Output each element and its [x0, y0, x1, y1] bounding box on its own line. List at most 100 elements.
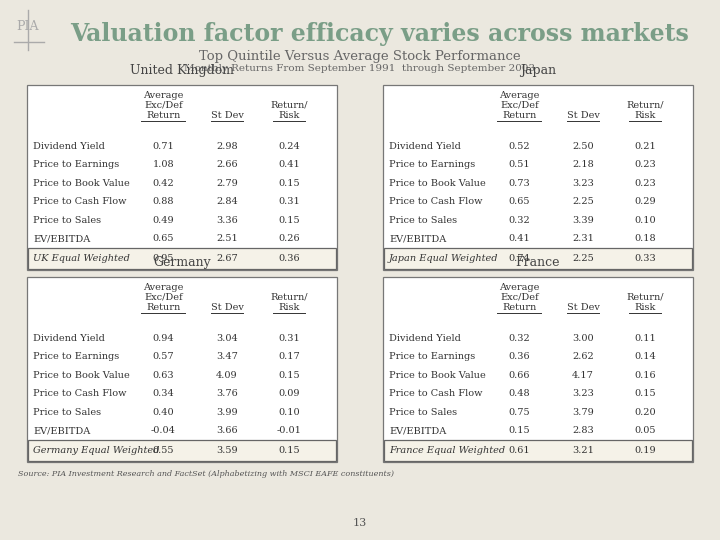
- Text: St Dev: St Dev: [567, 303, 599, 312]
- Text: Average: Average: [143, 283, 184, 292]
- Text: 0.15: 0.15: [634, 389, 656, 399]
- Text: EV/EBITDA: EV/EBITDA: [389, 426, 446, 435]
- Text: Price to Book Value: Price to Book Value: [33, 179, 130, 188]
- Text: Price to Earnings: Price to Earnings: [389, 352, 475, 361]
- Text: 3.23: 3.23: [572, 389, 594, 399]
- Text: UK Equal Weighted: UK Equal Weighted: [33, 254, 130, 263]
- Text: 0.66: 0.66: [508, 371, 530, 380]
- Text: EV/EBITDA: EV/EBITDA: [389, 234, 446, 243]
- Text: 0.16: 0.16: [634, 371, 656, 380]
- Text: 0.24: 0.24: [278, 141, 300, 151]
- Text: 0.33: 0.33: [634, 254, 656, 263]
- Text: 0.18: 0.18: [634, 234, 656, 243]
- Text: 0.15: 0.15: [278, 179, 300, 188]
- Text: 0.31: 0.31: [278, 334, 300, 343]
- Text: 0.74: 0.74: [508, 254, 530, 263]
- Text: 0.15: 0.15: [278, 216, 300, 225]
- Text: Risk: Risk: [278, 303, 300, 312]
- Text: Top Quintile Versus Average Stock Performance: Top Quintile Versus Average Stock Perfor…: [199, 50, 521, 63]
- Bar: [27, 277, 337, 462]
- Text: Average: Average: [499, 91, 539, 100]
- Text: 2.79: 2.79: [216, 179, 238, 188]
- Text: 0.63: 0.63: [153, 371, 174, 380]
- Text: Risk: Risk: [278, 111, 300, 120]
- Text: 0.29: 0.29: [634, 197, 656, 206]
- Text: Return: Return: [146, 111, 181, 120]
- Text: 0.31: 0.31: [278, 197, 300, 206]
- Text: 0.41: 0.41: [508, 234, 530, 243]
- Text: Germany: Germany: [153, 256, 211, 269]
- Text: Price to Cash Flow: Price to Cash Flow: [389, 197, 482, 206]
- Text: Exc/Def: Exc/Def: [500, 101, 539, 110]
- Text: Dividend Yield: Dividend Yield: [33, 334, 105, 343]
- Text: Risk: Risk: [634, 111, 656, 120]
- Text: 3.66: 3.66: [216, 426, 238, 435]
- Text: PIA: PIA: [16, 20, 38, 33]
- Text: 0.94: 0.94: [153, 334, 174, 343]
- Text: 3.04: 3.04: [216, 334, 238, 343]
- Text: Return/: Return/: [270, 293, 307, 302]
- Text: Source: PIA Investment Research and FactSet (Alphabetizing with MSCI EAFE consti: Source: PIA Investment Research and Fact…: [18, 470, 394, 478]
- Text: St Dev: St Dev: [567, 111, 599, 120]
- Text: 1.08: 1.08: [153, 160, 174, 169]
- Text: Price to Sales: Price to Sales: [389, 216, 457, 225]
- Text: 0.40: 0.40: [153, 408, 174, 417]
- Text: EV/EBITDA: EV/EBITDA: [33, 234, 90, 243]
- Text: 0.10: 0.10: [278, 408, 300, 417]
- Text: 3.79: 3.79: [572, 408, 594, 417]
- Text: 2.51: 2.51: [216, 234, 238, 243]
- Text: 0.41: 0.41: [278, 160, 300, 169]
- Text: 0.15: 0.15: [278, 371, 300, 380]
- Text: 0.42: 0.42: [153, 179, 174, 188]
- Text: 2.66: 2.66: [216, 160, 238, 169]
- Text: -0.04: -0.04: [151, 426, 176, 435]
- Text: 0.26: 0.26: [278, 234, 300, 243]
- Bar: [383, 85, 693, 270]
- Text: 0.36: 0.36: [278, 254, 300, 263]
- Bar: [28, 248, 336, 269]
- Text: 0.55: 0.55: [153, 446, 174, 455]
- Text: 0.65: 0.65: [153, 234, 174, 243]
- Text: Price to Sales: Price to Sales: [33, 216, 101, 225]
- Text: Monthly Returns From September 1991  through September 2003: Monthly Returns From September 1991 thro…: [184, 64, 536, 73]
- Text: 0.52: 0.52: [508, 141, 530, 151]
- Text: 0.15: 0.15: [278, 446, 300, 455]
- Text: 0.21: 0.21: [634, 141, 656, 151]
- Text: France: France: [516, 256, 560, 269]
- Text: 0.88: 0.88: [153, 197, 174, 206]
- Text: Price to Cash Flow: Price to Cash Flow: [33, 389, 127, 399]
- Text: France Equal Weighted: France Equal Weighted: [389, 446, 505, 455]
- Text: 0.65: 0.65: [508, 197, 530, 206]
- Text: Price to Sales: Price to Sales: [33, 408, 101, 417]
- Bar: [27, 85, 337, 270]
- Text: 0.09: 0.09: [278, 389, 300, 399]
- Text: United Kingdom: United Kingdom: [130, 64, 234, 77]
- Text: Average: Average: [499, 283, 539, 292]
- Text: St Dev: St Dev: [210, 111, 243, 120]
- Text: Exc/Def: Exc/Def: [144, 293, 183, 302]
- Text: 0.05: 0.05: [634, 426, 656, 435]
- Text: Japan Equal Weighted: Japan Equal Weighted: [389, 254, 498, 263]
- Text: 4.17: 4.17: [572, 371, 594, 380]
- Text: 0.32: 0.32: [508, 216, 530, 225]
- Text: Price to Cash Flow: Price to Cash Flow: [33, 197, 127, 206]
- Text: 0.61: 0.61: [508, 446, 530, 455]
- Text: 0.23: 0.23: [634, 160, 656, 169]
- Text: Price to Earnings: Price to Earnings: [389, 160, 475, 169]
- Text: St Dev: St Dev: [210, 303, 243, 312]
- Text: Dividend Yield: Dividend Yield: [389, 141, 461, 151]
- Text: Return: Return: [503, 111, 536, 120]
- Text: 2.84: 2.84: [216, 197, 238, 206]
- Text: 2.62: 2.62: [572, 352, 594, 361]
- Text: Japan: Japan: [520, 64, 556, 77]
- Text: 0.71: 0.71: [153, 141, 174, 151]
- Text: 2.18: 2.18: [572, 160, 594, 169]
- Text: 3.39: 3.39: [572, 216, 594, 225]
- Text: Dividend Yield: Dividend Yield: [33, 141, 105, 151]
- Text: 0.11: 0.11: [634, 334, 656, 343]
- Text: Return/: Return/: [626, 101, 664, 110]
- Text: 2.83: 2.83: [572, 426, 594, 435]
- Text: 0.73: 0.73: [508, 179, 530, 188]
- Text: Price to Book Value: Price to Book Value: [33, 371, 130, 380]
- Text: 2.25: 2.25: [572, 197, 594, 206]
